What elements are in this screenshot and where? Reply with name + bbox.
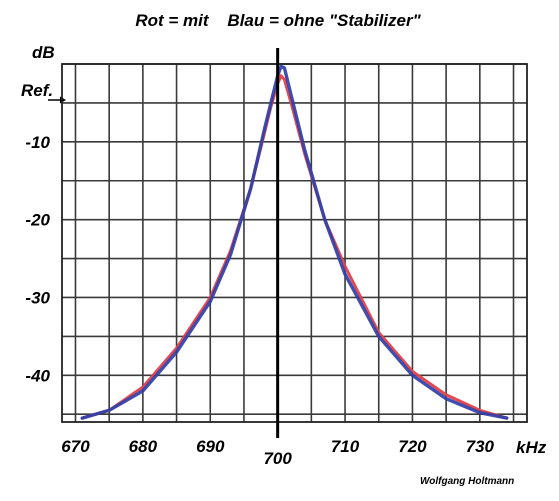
x-tick-label: 700 bbox=[263, 449, 292, 468]
plot-frame bbox=[61, 63, 528, 423]
tick-labels: 670 680 690 700 710 720 730 -10 -20 -30 -40 bbox=[25, 133, 494, 468]
series-line-blau-ohne bbox=[80, 64, 509, 420]
x-tick-label: 730 bbox=[466, 437, 495, 456]
x-tick-label: 670 bbox=[61, 437, 90, 456]
x-tick-label: 710 bbox=[331, 437, 360, 456]
y-tick-label: -10 bbox=[25, 133, 50, 152]
chart-title: Rot = mit Blau = ohne "Stabilizer" bbox=[135, 11, 421, 30]
series-layer bbox=[80, 64, 509, 420]
x-tick-label: 720 bbox=[398, 437, 427, 456]
y-tick-label: -30 bbox=[25, 288, 50, 307]
x-tick-label: 680 bbox=[129, 437, 158, 456]
y-axis-label: dB bbox=[32, 43, 55, 62]
author-credit: Wolfgang Holtmann bbox=[420, 476, 514, 487]
x-tick-label: 690 bbox=[196, 437, 225, 456]
x-axis-unit-label: kHz bbox=[516, 438, 547, 457]
y-tick-label: -40 bbox=[25, 366, 50, 385]
y-tick-label: -20 bbox=[25, 211, 50, 230]
ref-label: Ref. bbox=[21, 81, 53, 100]
series-line-rot-mit bbox=[80, 74, 509, 420]
